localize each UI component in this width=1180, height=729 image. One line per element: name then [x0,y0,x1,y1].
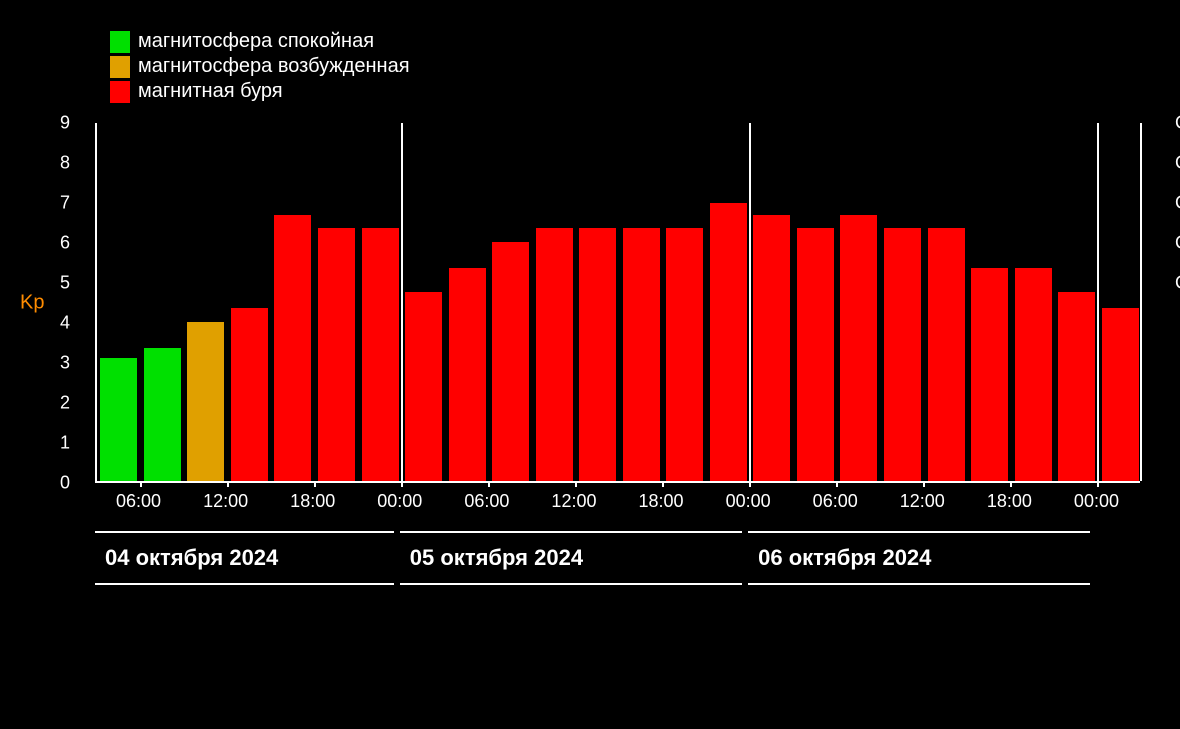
bar [579,228,616,481]
x-tick-label: 06:00 [464,491,509,512]
g-scale-label: G3 [1175,193,1180,214]
day-separator [1097,123,1099,481]
y-tick: 8 [60,153,70,174]
bar [492,242,529,481]
x-tick-mark [1097,481,1099,487]
bar [623,228,660,481]
bar [928,228,965,481]
x-tick-label: 18:00 [290,491,335,512]
y-tick: 0 [60,473,70,494]
x-tick-mark [401,481,403,487]
bars-container [97,123,1140,481]
x-tick-mark [923,481,925,487]
x-tick-label: 18:00 [639,491,684,512]
date-row: 04 октября 202405 октября 202406 октября… [95,531,1140,591]
x-tick-label: 12:00 [203,491,248,512]
bar [187,322,224,481]
legend-item: магнитная буря [110,80,1140,103]
date-label: 04 октября 2024 [95,531,394,585]
bar [1102,308,1139,481]
y-tick: 1 [60,433,70,454]
bar [797,228,834,481]
bar [274,215,311,482]
legend-swatch [110,56,130,78]
g-scale-label: G1 [1175,273,1180,294]
legend-item: магнитосфера спокойная [110,30,1140,53]
bar [318,228,355,481]
g-scale-label: G5 [1175,113,1180,134]
x-tick-mark [836,481,838,487]
x-axis-ticks: 06:00 12:00 18:00 00:00 06:00 12:00 18:00 00:00… [95,491,1140,521]
x-tick-mark [749,481,751,487]
x-tick-mark [140,481,142,487]
date-label: 06 октября 2024 [748,531,1090,585]
y-tick: 7 [60,193,70,214]
bar [144,348,181,481]
y-tick: 9 [60,113,70,134]
day-separator [401,123,403,481]
legend-swatch [110,31,130,53]
y-axis-label: Kp [20,292,44,315]
x-tick-mark [662,481,664,487]
x-tick-label: 12:00 [900,491,945,512]
bar [710,203,747,481]
x-tick-label: 18:00 [987,491,1032,512]
x-tick-label: 06:00 [813,491,858,512]
x-tick-label: 00:00 [377,491,422,512]
bar [405,292,442,481]
x-tick-label: 00:00 [1074,491,1119,512]
g-scale-label: G2 [1175,233,1180,254]
bar [1058,292,1095,481]
x-tick-mark [314,481,316,487]
bar [100,358,137,481]
legend-label: магнитосфера спокойная [138,30,374,53]
bar [840,215,877,482]
x-tick-mark [227,481,229,487]
y-tick: 2 [60,393,70,414]
legend-label: магнитосфера возбужденная [138,55,410,78]
y-tick: 6 [60,233,70,254]
x-tick-mark [575,481,577,487]
day-separator [749,123,751,481]
bar [971,268,1008,481]
x-tick-mark [488,481,490,487]
g-scale-label: G4 [1175,153,1180,174]
plot-area [95,123,1140,483]
bar [666,228,703,481]
bar [1015,268,1052,481]
bar [449,268,486,481]
y-tick: 3 [60,353,70,374]
legend-label: магнитная буря [138,80,283,103]
y-tick: 5 [60,273,70,294]
legend-swatch [110,81,130,103]
bar [536,228,573,481]
x-tick-label: 00:00 [726,491,771,512]
x-tick-mark [1010,481,1012,487]
x-tick-label: 12:00 [551,491,596,512]
y-tick: 4 [60,313,70,334]
legend-item: магнитосфера возбужденная [110,55,1140,78]
bar [753,215,790,482]
bar [362,228,399,481]
bar [884,228,921,481]
bar [231,308,268,481]
date-label: 05 октября 2024 [400,531,742,585]
x-tick-label: 06:00 [116,491,161,512]
kp-chart: Kp 0123456789 G5G4G3G2G1 [50,123,1140,483]
plot-right-border [1140,123,1142,481]
legend: магнитосфера спокойнаямагнитосфера возбу… [110,30,1140,103]
